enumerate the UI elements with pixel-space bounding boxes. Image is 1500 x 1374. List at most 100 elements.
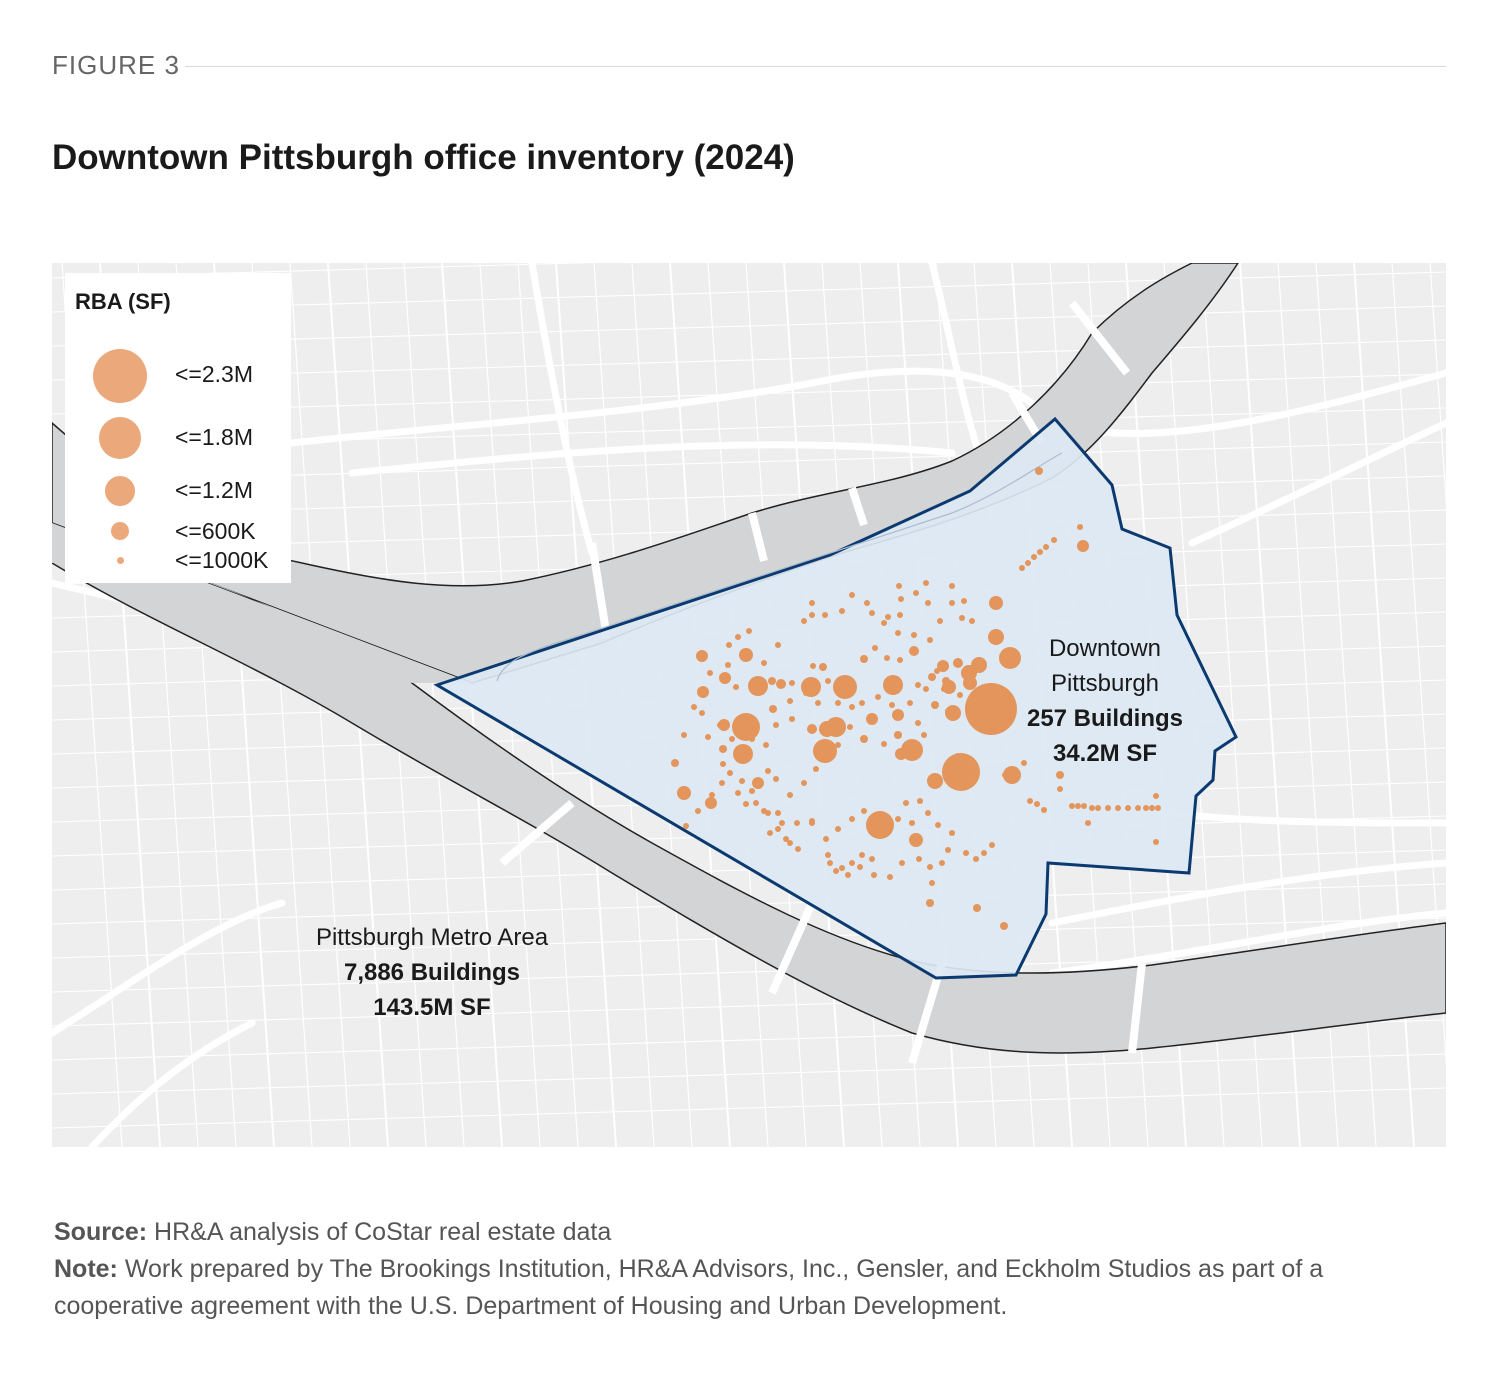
building-marker[interactable] xyxy=(839,865,845,871)
building-marker[interactable] xyxy=(773,776,779,782)
building-marker[interactable] xyxy=(871,872,877,878)
building-marker[interactable] xyxy=(909,833,923,847)
building-marker[interactable] xyxy=(945,847,951,853)
building-marker[interactable] xyxy=(776,679,786,689)
building-marker[interactable] xyxy=(773,722,779,728)
building-marker[interactable] xyxy=(1155,805,1161,811)
building-marker[interactable] xyxy=(925,600,931,606)
building-marker[interactable] xyxy=(942,677,950,685)
building-marker[interactable] xyxy=(1027,798,1033,804)
building-marker[interactable] xyxy=(719,745,727,753)
building-marker[interactable] xyxy=(718,719,730,731)
building-marker[interactable] xyxy=(835,826,841,832)
building-marker[interactable] xyxy=(915,682,921,688)
building-marker[interactable] xyxy=(733,744,753,764)
building-marker[interactable] xyxy=(749,788,755,794)
building-marker[interactable] xyxy=(1043,544,1049,550)
building-marker[interactable] xyxy=(864,600,870,606)
building-marker[interactable] xyxy=(896,583,902,589)
building-marker[interactable] xyxy=(789,680,795,686)
building-marker[interactable] xyxy=(819,663,827,671)
building-marker[interactable] xyxy=(881,741,887,747)
building-marker[interactable] xyxy=(860,655,868,663)
building-marker[interactable] xyxy=(949,583,955,589)
building-marker[interactable] xyxy=(961,598,967,604)
building-marker[interactable] xyxy=(883,675,903,695)
building-marker[interactable] xyxy=(872,645,878,651)
building-marker[interactable] xyxy=(897,612,903,618)
building-marker[interactable] xyxy=(769,705,777,713)
building-marker[interactable] xyxy=(833,675,857,699)
building-marker[interactable] xyxy=(1025,560,1031,566)
building-marker[interactable] xyxy=(815,700,821,706)
building-marker[interactable] xyxy=(1125,805,1131,811)
building-marker[interactable] xyxy=(1003,766,1021,784)
building-marker[interactable] xyxy=(1000,922,1008,930)
building-marker[interactable] xyxy=(1149,805,1155,811)
building-marker[interactable] xyxy=(898,596,904,602)
building-marker[interactable] xyxy=(696,650,708,662)
building-marker[interactable] xyxy=(939,860,945,866)
building-marker[interactable] xyxy=(887,874,893,880)
building-marker[interactable] xyxy=(1019,565,1025,571)
building-marker[interactable] xyxy=(1041,807,1047,813)
building-marker[interactable] xyxy=(969,618,975,624)
building-marker[interactable] xyxy=(1077,540,1089,552)
building-marker[interactable] xyxy=(988,629,1004,645)
building-marker[interactable] xyxy=(801,618,807,624)
building-marker[interactable] xyxy=(909,646,919,656)
building-marker[interactable] xyxy=(875,694,881,700)
building-marker[interactable] xyxy=(935,822,941,828)
building-marker[interactable] xyxy=(1002,772,1008,778)
building-marker[interactable] xyxy=(981,850,987,856)
building-marker[interactable] xyxy=(945,708,951,714)
building-marker[interactable] xyxy=(926,899,934,907)
building-marker[interactable] xyxy=(866,811,894,839)
building-marker[interactable] xyxy=(1085,820,1091,826)
building-marker[interactable] xyxy=(1089,805,1095,811)
building-marker[interactable] xyxy=(937,660,949,672)
building-marker[interactable] xyxy=(735,634,741,640)
building-marker[interactable] xyxy=(727,770,733,776)
building-marker[interactable] xyxy=(767,830,773,836)
building-marker[interactable] xyxy=(683,823,689,829)
building-marker[interactable] xyxy=(1056,771,1064,779)
building-marker[interactable] xyxy=(899,860,905,866)
building-marker[interactable] xyxy=(895,748,907,760)
building-marker[interactable] xyxy=(753,800,759,806)
building-marker[interactable] xyxy=(921,732,927,738)
building-marker[interactable] xyxy=(787,792,793,798)
building-marker[interactable] xyxy=(1077,524,1083,530)
building-marker[interactable] xyxy=(925,810,931,816)
building-marker[interactable] xyxy=(787,840,793,846)
building-marker[interactable] xyxy=(927,637,933,643)
building-marker[interactable] xyxy=(720,761,726,767)
building-marker[interactable] xyxy=(697,686,709,698)
building-marker[interactable] xyxy=(695,808,701,814)
building-marker[interactable] xyxy=(895,630,901,636)
building-marker[interactable] xyxy=(973,856,979,862)
building-marker[interactable] xyxy=(963,850,969,856)
building-marker[interactable] xyxy=(927,864,933,870)
building-marker[interactable] xyxy=(849,592,855,598)
building-marker[interactable] xyxy=(1081,803,1087,809)
building-marker[interactable] xyxy=(1075,803,1081,809)
building-marker[interactable] xyxy=(787,698,793,704)
building-marker[interactable] xyxy=(699,710,705,716)
building-marker[interactable] xyxy=(923,686,929,692)
building-marker[interactable] xyxy=(928,673,936,681)
building-marker[interactable] xyxy=(671,759,679,767)
building-marker[interactable] xyxy=(763,742,769,748)
building-marker[interactable] xyxy=(810,663,816,669)
building-marker[interactable] xyxy=(942,753,980,791)
building-marker[interactable] xyxy=(1037,549,1043,555)
building-marker[interactable] xyxy=(859,852,865,858)
building-marker[interactable] xyxy=(957,692,963,698)
building-marker[interactable] xyxy=(1051,537,1057,543)
building-marker[interactable] xyxy=(705,734,711,740)
building-marker[interactable] xyxy=(1115,805,1121,811)
building-marker[interactable] xyxy=(965,683,1017,735)
building-marker[interactable] xyxy=(949,830,955,836)
building-marker[interactable] xyxy=(1143,805,1149,811)
building-marker[interactable] xyxy=(953,658,963,668)
